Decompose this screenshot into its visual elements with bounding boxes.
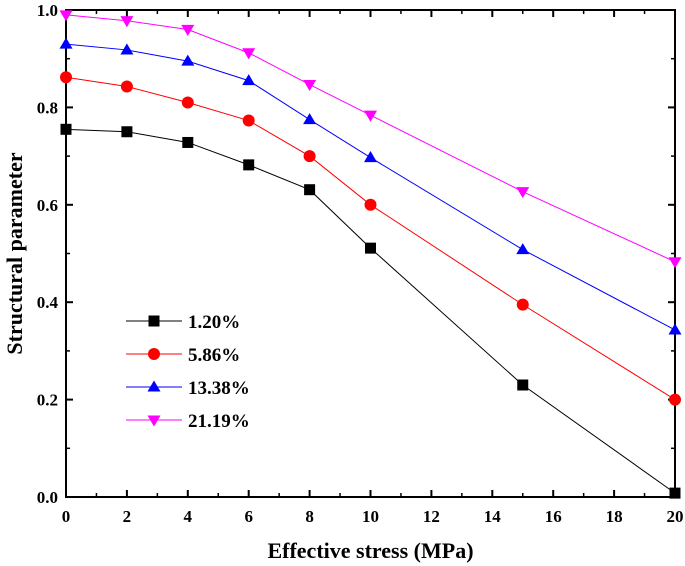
legend-marker	[148, 348, 160, 360]
series-1-20	[60, 123, 681, 499]
legend-marker	[147, 380, 161, 392]
data-point	[59, 37, 73, 49]
data-point	[120, 16, 134, 28]
axes: 0 2 4 6 8 10 12 14 16 18 20 0.0 0.2 0.4 0.6 0.8 1.0	[37, 1, 684, 526]
data-point	[669, 393, 681, 406]
legend-label: 1.20%	[188, 312, 240, 333]
data-point	[668, 323, 682, 335]
x-tick-label: 14	[484, 507, 502, 526]
data-point	[120, 80, 133, 93]
series-21-19	[59, 10, 682, 269]
y-tick-label: 0.0	[37, 488, 58, 507]
data-point	[182, 136, 194, 148]
x-tick-label: 16	[545, 507, 562, 526]
y-tick-label: 0.6	[37, 196, 58, 215]
data-point	[181, 96, 194, 109]
data-point	[59, 10, 73, 22]
x-tick-label: 18	[606, 507, 623, 526]
x-tick-label: 2	[123, 507, 132, 526]
x-tick-label: 0	[62, 507, 71, 526]
data-point	[364, 198, 377, 211]
legend: 1.20% 5.86% 13.38% 21.19%	[126, 312, 250, 432]
data-point	[242, 114, 255, 127]
legend-marker	[147, 415, 161, 427]
x-axis-title: Effective stress (MPa)	[267, 538, 473, 563]
x-tick-label: 4	[184, 507, 193, 526]
data-point	[303, 79, 317, 92]
y-axis-title: Structural parameter	[2, 152, 27, 354]
data-point	[303, 150, 316, 163]
data-point	[365, 242, 376, 254]
series-line	[65, 128, 676, 494]
legend-label: 13.38%	[188, 378, 250, 399]
data-point	[516, 298, 529, 311]
data-point	[668, 257, 682, 269]
series-line	[65, 14, 676, 263]
x-tick-label: 8	[305, 507, 314, 526]
y-tick-label: 0.4	[37, 293, 59, 312]
data-point	[364, 110, 377, 122]
y-tick-label: 0.2	[37, 391, 58, 410]
series-5-86	[60, 71, 681, 406]
series-13-38	[59, 37, 682, 335]
data-point	[669, 487, 681, 499]
x-tick-label: 6	[244, 507, 253, 526]
series-layer	[59, 10, 682, 499]
data-point	[516, 243, 530, 255]
data-point	[60, 71, 72, 84]
data-point	[121, 126, 133, 138]
data-point	[243, 159, 255, 171]
legend-label: 5.86%	[188, 345, 240, 366]
x-tick-label: 12	[423, 507, 440, 526]
data-point	[181, 24, 195, 36]
data-point	[60, 123, 72, 135]
legend-marker	[148, 315, 160, 327]
data-point	[303, 113, 317, 125]
x-tick-label: 10	[362, 507, 379, 526]
data-point	[364, 151, 377, 163]
legend-item: 21.19%	[126, 411, 250, 432]
data-point	[242, 74, 256, 86]
data-point	[181, 54, 195, 66]
x-tick-label: 20	[667, 507, 684, 526]
data-point	[242, 48, 256, 60]
series-line	[65, 43, 676, 331]
legend-item: 13.38%	[126, 378, 250, 399]
legend-item: 5.86%	[126, 345, 240, 366]
legend-item: 1.20%	[126, 312, 240, 333]
data-point	[517, 379, 529, 391]
y-tick-label: 0.8	[37, 98, 58, 117]
data-point	[516, 187, 530, 199]
data-point	[120, 43, 134, 55]
series-line	[65, 76, 676, 401]
data-point	[304, 184, 316, 196]
y-tick-label: 1.0	[37, 1, 58, 20]
legend-label: 21.19%	[188, 411, 250, 432]
axis-labels: Effective stress (MPa) Structural paramet…	[2, 152, 474, 563]
